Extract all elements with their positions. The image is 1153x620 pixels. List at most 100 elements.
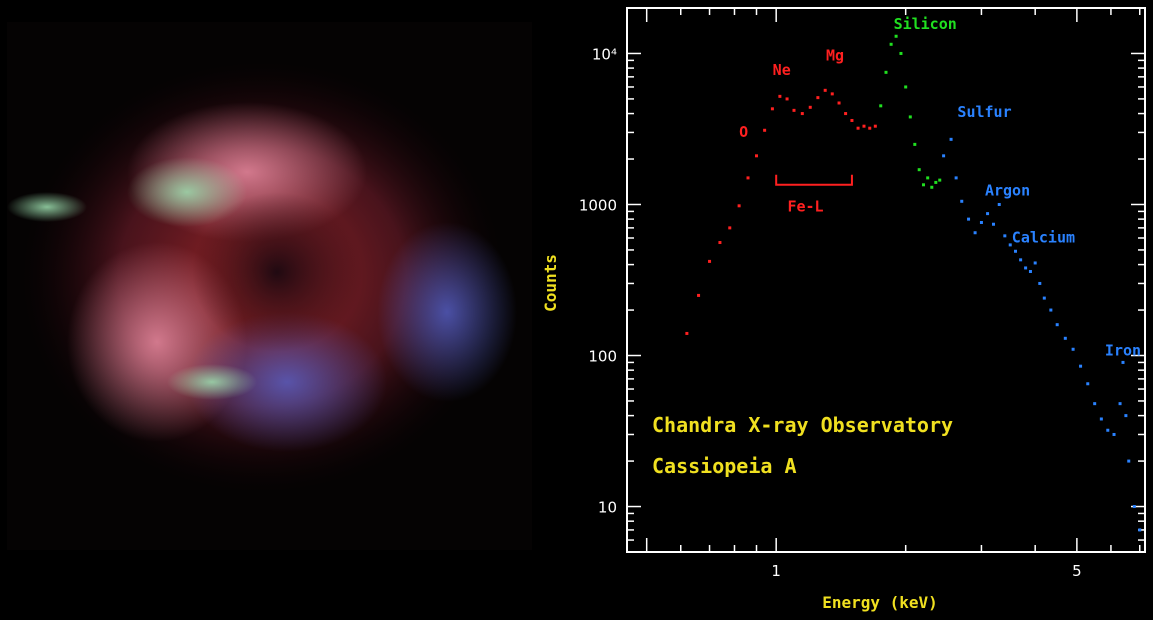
spectrum-point <box>708 259 712 263</box>
target-label: Cassiopeia A <box>652 454 797 478</box>
spectrum-point <box>954 176 958 180</box>
spectrum-point <box>728 226 732 230</box>
spectrum-point <box>1024 266 1028 270</box>
element-label: Argon <box>985 181 1030 199</box>
spectrum-point <box>1124 414 1128 418</box>
spectrum-point <box>889 42 893 46</box>
spectrum-point <box>1055 323 1059 327</box>
spectrum-point <box>960 199 964 203</box>
observatory-label: Chandra X-ray Observatory <box>652 413 953 437</box>
spectrum-point <box>930 185 934 189</box>
spectrum-point <box>746 176 750 180</box>
spectrum-point <box>850 118 854 122</box>
spectrum-point <box>844 112 848 116</box>
chart-axes: 10 100 1000 10⁴ 1 5 <box>579 7 1146 580</box>
spectrum-point <box>967 217 971 221</box>
spectrum-point <box>894 34 898 38</box>
spectrum-point <box>697 293 701 297</box>
element-label: Sulfur <box>957 103 1011 121</box>
element-label: O <box>739 123 748 141</box>
spectrum-point <box>884 70 888 74</box>
spectrum-point <box>685 331 689 335</box>
spectrum-point <box>1093 402 1097 406</box>
supernova-remnant-image <box>7 62 517 492</box>
spectrum-point <box>1112 432 1116 436</box>
spectrum-point <box>1138 528 1142 532</box>
x-axis-title: Energy (keV) <box>822 593 938 612</box>
element-label: Mg <box>826 46 844 64</box>
spectrum-point <box>1079 364 1083 368</box>
spectrum-point <box>1071 347 1075 351</box>
spectrum-point <box>718 241 722 245</box>
spectrum-point <box>997 202 1001 206</box>
spectrum-point <box>856 126 860 130</box>
spectrum-point <box>862 124 866 128</box>
spectrum-point <box>908 115 912 119</box>
spectrum-point <box>942 154 946 158</box>
spectrum-point <box>800 112 804 116</box>
spectrum-point <box>913 142 917 146</box>
spectrum-point <box>770 107 774 111</box>
element-label: Silicon <box>894 15 957 33</box>
spectrum-point <box>816 96 820 100</box>
x-tick-label: 5 <box>1072 562 1082 580</box>
spectrum-point <box>938 178 942 182</box>
spectrum-point <box>979 220 983 224</box>
spectrum-point <box>785 97 789 101</box>
spectrum-point <box>1086 382 1090 386</box>
spectrum-point <box>1132 505 1136 509</box>
spectrum-point <box>792 108 796 112</box>
spectrum-point <box>1033 261 1037 265</box>
remnant-jet <box>7 192 87 222</box>
spectrum-point <box>1003 234 1007 238</box>
plot-frame <box>626 7 1146 553</box>
spectrum-point <box>830 92 834 96</box>
y-tick-label: 10⁴ <box>592 45 617 63</box>
spectrum-point <box>934 180 938 184</box>
spectrum-point <box>808 105 812 109</box>
spectrum-point <box>1042 296 1046 300</box>
remnant-blue-filament <box>187 312 387 452</box>
spectrum-point <box>1099 417 1103 421</box>
fe-l-bracket <box>775 174 853 186</box>
spectrum-point <box>1118 402 1122 406</box>
spectrum-point <box>926 176 930 180</box>
element-label: Iron <box>1105 342 1141 360</box>
spectrum-point <box>755 154 758 158</box>
spectrum-point <box>899 51 903 55</box>
y-axis-title: Counts <box>541 254 560 312</box>
y-tick-label: 10 <box>598 499 617 517</box>
y-tick-label: 100 <box>588 348 617 366</box>
x-tick-label: 1 <box>771 562 781 580</box>
spectrum-point <box>1106 428 1110 432</box>
supernova-image-panel <box>7 22 532 550</box>
spectrum-point <box>1028 269 1032 273</box>
chart-data-points <box>685 34 1142 532</box>
element-label: Ne <box>773 61 791 79</box>
spectrum-point <box>973 231 977 235</box>
spectrum-point <box>986 212 990 216</box>
spectrum-point <box>763 128 767 132</box>
remnant-green-jet <box>167 364 257 400</box>
spectrum-point <box>879 104 883 108</box>
spectrum-point <box>868 126 872 130</box>
remnant-dark-center <box>192 192 362 352</box>
remnant-green-knot <box>127 157 247 227</box>
spectrum-point <box>1127 459 1131 463</box>
spectrum-point <box>991 222 995 226</box>
y-tick-label: 1000 <box>579 196 617 214</box>
element-label: Fe-L <box>787 197 823 215</box>
spectrum-point <box>949 137 953 141</box>
chart-annotations: O Ne Mg Silicon Sulfur Argon Calcium Iron Fe-L <box>739 15 1141 359</box>
remnant-east-limb <box>377 222 517 402</box>
spectrum-point <box>1014 249 1017 253</box>
spectrum-point <box>1038 281 1042 285</box>
spectrum-point <box>904 85 908 89</box>
element-label: Calcium <box>1012 229 1075 247</box>
spectrum-point <box>1121 360 1125 364</box>
spectrum-point <box>837 101 841 105</box>
spectrum-point <box>1008 243 1012 247</box>
spectrum-point <box>1063 336 1067 340</box>
spectrum-point <box>873 124 877 128</box>
